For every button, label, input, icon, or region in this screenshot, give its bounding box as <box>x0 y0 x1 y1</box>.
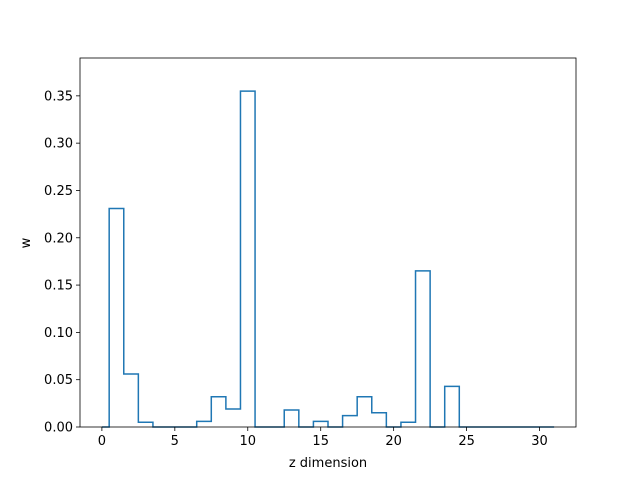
x-tick-label: 0 <box>98 434 106 449</box>
x-tick-label: 30 <box>531 434 548 449</box>
y-tick-label: 0.20 <box>44 231 73 246</box>
y-tick-label: 0.30 <box>44 137 73 152</box>
y-tick-label: 0.25 <box>44 184 73 199</box>
y-tick-label: 0.15 <box>44 279 73 294</box>
series-0-step-line <box>101 90 555 428</box>
x-tick-label: 20 <box>385 434 402 449</box>
x-axis-label: z dimension <box>289 456 367 471</box>
x-tick-label: 15 <box>312 434 329 449</box>
y-tick-label: 0.05 <box>44 373 73 388</box>
axes-frame <box>79 57 577 428</box>
x-tick-label: 10 <box>239 434 256 449</box>
y-tick-label: 0.00 <box>44 421 73 436</box>
y-tick-label: 0.35 <box>44 89 73 104</box>
x-tick-label: 5 <box>171 434 179 449</box>
plot-area <box>101 90 555 428</box>
axes: 0 5 10 15 20 25 30 0.00 0.05 0.10 0.15 0.20 0.25 0.30… <box>44 57 577 449</box>
x-tick-label: 25 <box>458 434 475 449</box>
y-tick-label: 0.10 <box>44 326 73 341</box>
y-axis-label: w <box>19 237 34 248</box>
